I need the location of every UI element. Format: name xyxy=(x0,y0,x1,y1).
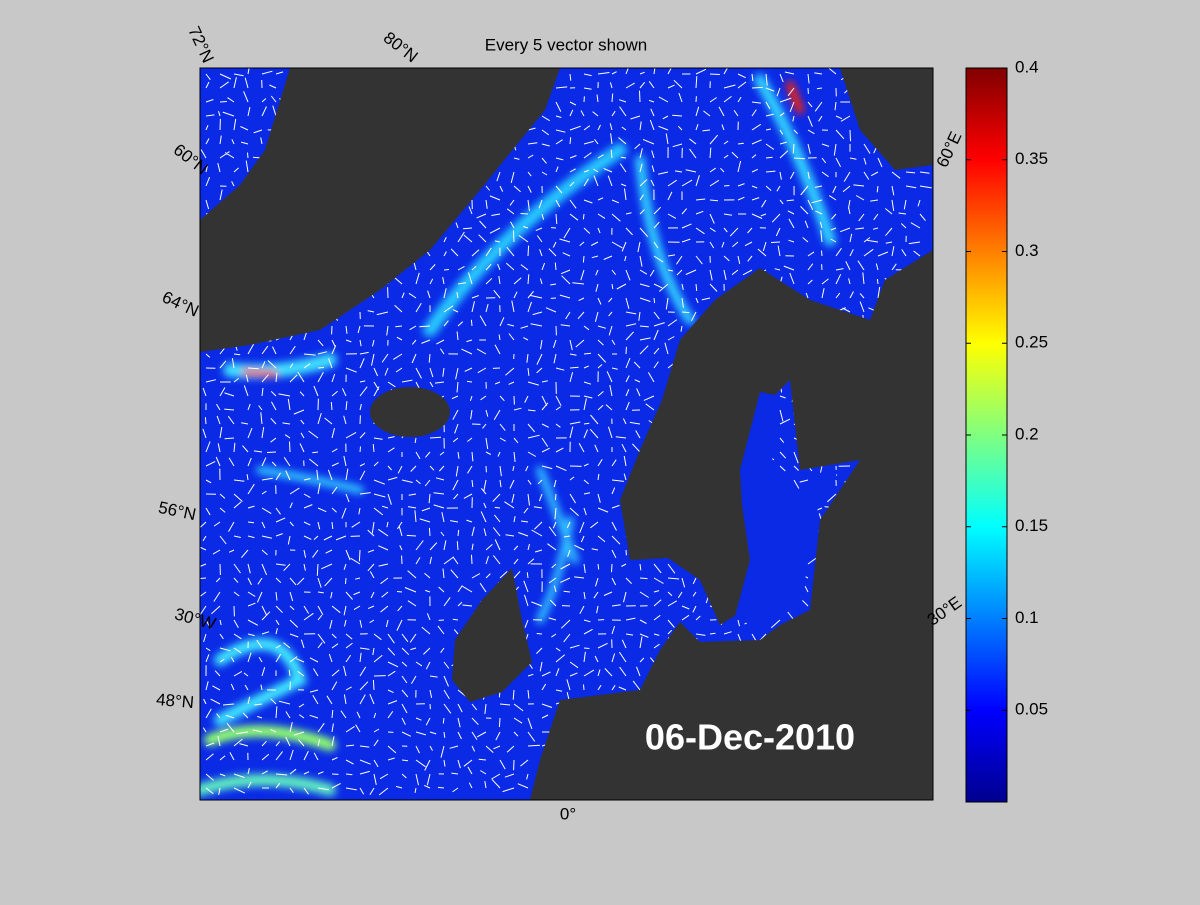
colorbar-tick-label: 0.05 xyxy=(1015,700,1048,719)
europe xyxy=(530,250,933,800)
colorbar xyxy=(965,67,1008,803)
baltic-sea xyxy=(735,392,840,632)
colorbar-tick-label: 0.3 xyxy=(1015,241,1039,260)
graticule-label: 0° xyxy=(560,804,576,823)
graticule-label: 56°N xyxy=(157,498,198,524)
land xyxy=(200,68,933,800)
russia-north xyxy=(840,68,933,170)
colorbar-tick-label: 0.2 xyxy=(1015,424,1039,443)
map-frame xyxy=(199,67,934,801)
graticule-label: 80°N xyxy=(380,28,422,66)
graticule-label: 64°N xyxy=(159,287,201,320)
date-label: 06-Dec-2010 xyxy=(645,717,855,758)
iceland xyxy=(370,387,450,437)
colorbar-tick-label: 0.4 xyxy=(1015,57,1039,76)
colorbar-tick-label: 0.15 xyxy=(1015,516,1048,535)
title: Every 5 vector shown xyxy=(485,35,648,54)
current-streaks xyxy=(200,74,836,796)
colorbar-tick-label: 0.1 xyxy=(1015,608,1039,627)
graticule-label: 60°E xyxy=(933,129,966,171)
colorbar-tick-label: 0.25 xyxy=(1015,333,1048,352)
graticule-label: 72°N xyxy=(184,23,217,65)
greenland xyxy=(200,68,560,352)
graticule-label: 48°N xyxy=(155,690,194,712)
great-britain xyxy=(452,568,532,702)
map xyxy=(200,68,933,800)
colorbar-tick-label: 0.35 xyxy=(1015,149,1048,168)
